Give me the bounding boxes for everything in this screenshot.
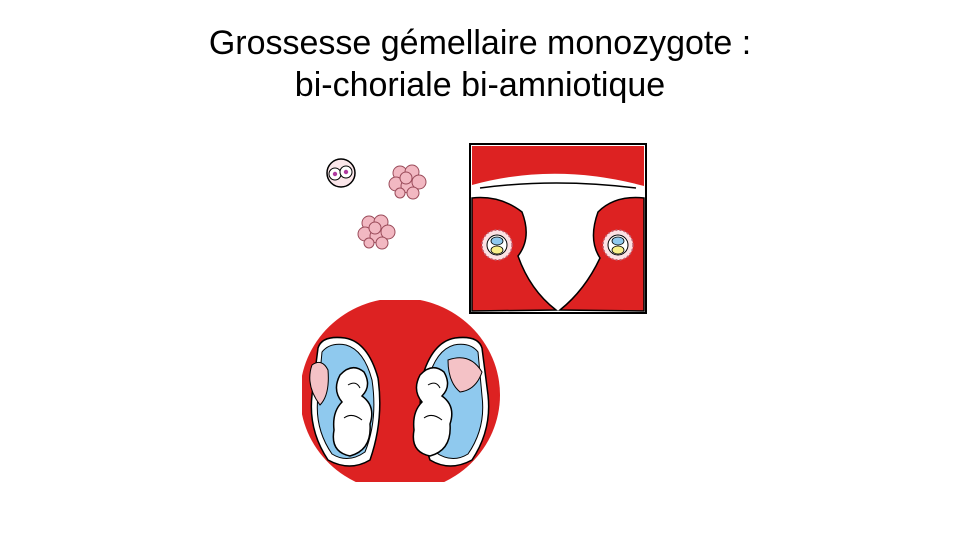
slide-title: Grossesse gémellaire monozygote : bi-cho… [0, 22, 960, 106]
title-line-2: bi-choriale bi-amniotique [294, 66, 666, 104]
morula-icon [357, 214, 396, 250]
implanted-egg-left [481, 229, 513, 261]
sac-left [309, 336, 381, 467]
twin-fetuses-icon [302, 300, 500, 482]
morula-icon [388, 164, 427, 200]
uterus-cross-section-icon [469, 143, 647, 314]
sac-right [412, 336, 490, 467]
title-line-1: Grossesse gémellaire monozygote : [208, 24, 752, 62]
two-cell-zygote-icon [326, 158, 356, 188]
implanted-egg-right [602, 229, 634, 261]
